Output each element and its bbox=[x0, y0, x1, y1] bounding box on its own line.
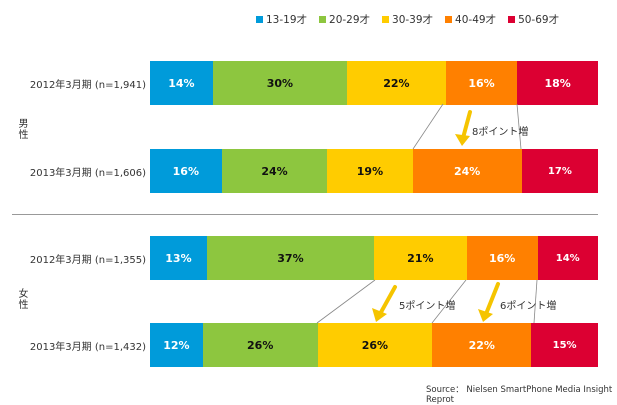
bar-male-2012: 14% 30% 22% 16% 18% bbox=[150, 61, 598, 105]
segment-40-49: 22% bbox=[432, 323, 532, 367]
segment-50-69: 17% bbox=[521, 149, 598, 193]
row-label-male-2012: 2012年3月期 (n=1,941) bbox=[29, 80, 146, 91]
segment-40-49: 16% bbox=[445, 61, 518, 105]
row-label-female-2012: 2012年3月期 (n=1,355) bbox=[29, 255, 146, 266]
row-label-male-2013: 2013年3月期 (n=1,606) bbox=[29, 168, 146, 179]
legend-label: 50-69才 bbox=[518, 14, 560, 26]
legend-swatch bbox=[445, 16, 453, 23]
arrow-icon bbox=[478, 282, 500, 322]
segment-30-39: 26% bbox=[317, 323, 433, 367]
segment-13-19: 16% bbox=[150, 149, 222, 193]
legend-label: 20-29才 bbox=[329, 14, 371, 26]
bar-female-2013: 12% 26% 26% 22% 15% bbox=[150, 323, 598, 367]
segment-40-49: 24% bbox=[412, 149, 522, 193]
annotation-female-40s: 6ポイント増 bbox=[500, 301, 557, 312]
row-label-female-2013: 2013年3月期 (n=1,432) bbox=[29, 342, 146, 353]
bar-male-2013: 16% 24% 19% 24% 17% bbox=[150, 149, 598, 193]
legend-item-40-49: 40-49才 bbox=[445, 12, 496, 27]
chart-legend: 13-19才 20-29才 30-39才 40-49才 50-69才 bbox=[256, 12, 559, 27]
legend-swatch bbox=[508, 16, 516, 23]
segment-30-39: 21% bbox=[373, 236, 467, 280]
segment-13-19: 12% bbox=[150, 323, 203, 367]
legend-item-13-19: 13-19才 bbox=[256, 12, 307, 27]
arrow-icon bbox=[455, 110, 472, 146]
segment-30-39: 22% bbox=[347, 61, 446, 105]
legend-label: 13-19才 bbox=[266, 14, 308, 26]
segment-50-69: 18% bbox=[517, 61, 598, 105]
legend-item-50-69: 50-69才 bbox=[508, 12, 559, 27]
bar-female-2012: 13% 37% 21% 16% 14% bbox=[150, 236, 598, 280]
legend-item-30-39: 30-39才 bbox=[382, 12, 433, 27]
legend-swatch bbox=[382, 16, 390, 23]
segment-13-19: 14% bbox=[150, 61, 213, 105]
legend-label: 40-49才 bbox=[455, 14, 497, 26]
segment-40-49: 16% bbox=[466, 236, 538, 280]
source-note: Source： Nielsen SmartPhone Media Insight… bbox=[426, 385, 613, 405]
annotation-male-40s: 8ポイント増 bbox=[472, 127, 529, 138]
legend-swatch bbox=[319, 16, 327, 23]
legend-item-20-29: 20-29才 bbox=[319, 12, 370, 27]
segment-20-29: 37% bbox=[206, 236, 374, 280]
segment-20-29: 26% bbox=[202, 323, 318, 367]
legend-swatch bbox=[256, 16, 263, 23]
segment-50-69: 14% bbox=[537, 236, 598, 280]
group-label-female: 女性 bbox=[16, 288, 27, 310]
segment-13-19: 13% bbox=[150, 236, 207, 280]
connector-lines bbox=[316, 103, 538, 324]
group-label-male: 男性 bbox=[16, 118, 27, 140]
annotation-female-30s: 5ポイント増 bbox=[399, 301, 456, 312]
group-divider bbox=[12, 214, 598, 215]
arrow-icon bbox=[372, 285, 397, 322]
segment-30-39: 19% bbox=[327, 149, 413, 193]
segment-20-29: 24% bbox=[221, 149, 328, 193]
legend-label: 30-39才 bbox=[392, 14, 434, 26]
segment-50-69: 15% bbox=[531, 323, 598, 367]
segment-20-29: 30% bbox=[212, 61, 348, 105]
